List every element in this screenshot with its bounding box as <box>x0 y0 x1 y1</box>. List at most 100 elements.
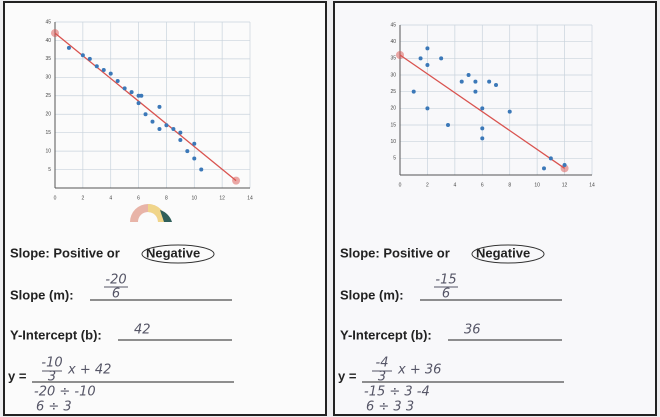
slope-den: 6 <box>112 287 120 302</box>
trend-line <box>54 32 237 182</box>
point <box>129 90 134 95</box>
x-tick-label: 14 <box>589 182 595 188</box>
point <box>157 104 162 109</box>
x-tick-label: 10 <box>534 182 540 188</box>
point <box>542 166 546 171</box>
x-tick-label: 2 <box>426 182 429 188</box>
y-tick-label: 30 <box>45 75 51 81</box>
y-tick-label: 15 <box>390 122 396 128</box>
panel-border <box>3 1 327 416</box>
y-tick-label: 40 <box>390 39 396 45</box>
y-tick-label: 45 <box>45 19 51 25</box>
y-tick-label: 5 <box>393 156 396 162</box>
x-tick-label: 6 <box>137 195 140 201</box>
point <box>480 106 485 111</box>
y-tick-label: 35 <box>45 56 51 62</box>
equation-label: y = <box>338 368 357 383</box>
x-tick-label: 8 <box>165 195 168 201</box>
x-tick-label: 10 <box>192 195 198 201</box>
point <box>101 67 106 72</box>
point <box>439 56 444 61</box>
point <box>425 46 430 51</box>
y-tick-label: 35 <box>390 56 396 62</box>
point <box>466 73 471 77</box>
point <box>143 112 148 117</box>
work-top: -15 ÷ 3 -4 <box>364 385 430 400</box>
point <box>122 86 127 91</box>
slope-label: Slope (m): <box>340 287 404 302</box>
line-endpoint <box>396 51 404 59</box>
intercept-value: 36 <box>464 323 481 338</box>
point <box>136 101 141 106</box>
x-tick-label: 14 <box>247 195 253 201</box>
x-tick-label: 12 <box>562 182 568 188</box>
y-tick-label: 5 <box>48 167 51 173</box>
x-tick-label: 4 <box>453 182 456 188</box>
point <box>136 93 141 98</box>
point <box>87 56 92 61</box>
y-tick-label: 10 <box>45 148 51 154</box>
point <box>487 79 492 84</box>
point <box>425 106 430 111</box>
intercept-label: Y-Intercept (b): <box>10 327 102 342</box>
eq-rest: x + 42 <box>67 363 111 378</box>
point <box>178 138 183 143</box>
slope-choice: Negative <box>476 245 530 260</box>
point <box>115 79 120 84</box>
slope-den: 6 <box>442 287 450 302</box>
eq-den: 3 <box>378 370 386 385</box>
x-tick-label: 0 <box>54 195 57 201</box>
x-tick-label: 4 <box>109 195 112 201</box>
slope-question: Slope: Positive or <box>10 245 120 260</box>
work-top: -20 ÷ -10 <box>34 385 96 400</box>
intercept-value: 42 <box>134 323 151 338</box>
x-tick-label: 6 <box>481 182 484 188</box>
slope-question: Slope: Positive or <box>340 245 450 260</box>
work-bottom: 6 ÷ 3 3 <box>366 400 414 415</box>
y-tick-label: 25 <box>45 93 51 99</box>
point <box>548 156 553 161</box>
line-endpoint <box>232 176 241 185</box>
point <box>418 56 423 61</box>
point <box>171 126 176 131</box>
x-tick-label: 0 <box>399 182 402 188</box>
trend-line <box>399 54 565 169</box>
y-tick-label: 20 <box>390 106 396 112</box>
eq-rest: x + 36 <box>397 363 441 378</box>
point <box>178 130 183 135</box>
choice-circle <box>141 244 215 264</box>
y-tick-label: 20 <box>45 112 51 118</box>
y-tick-label: 10 <box>390 139 396 145</box>
point <box>446 123 450 127</box>
x-tick-label: 12 <box>219 195 225 201</box>
x-tick-label: 8 <box>508 182 511 188</box>
y-tick-label: 30 <box>390 72 396 78</box>
work-bottom: 6 ÷ 3 <box>36 400 72 415</box>
slope-choice: Negative <box>146 245 200 260</box>
y-tick-label: 40 <box>45 38 51 44</box>
point <box>164 123 169 128</box>
point <box>192 141 197 146</box>
y-tick-label: 45 <box>390 22 396 28</box>
point <box>192 156 197 161</box>
point <box>199 167 204 172</box>
eq-den: 3 <box>48 370 56 385</box>
point <box>94 64 99 69</box>
intercept-label: Y-Intercept (b): <box>340 327 432 342</box>
point <box>185 149 190 154</box>
point <box>139 93 144 98</box>
slope-label: Slope (m): <box>10 287 74 302</box>
panel-border <box>333 1 657 416</box>
y-tick-label: 25 <box>390 89 396 95</box>
equation-label: y = <box>8 368 27 383</box>
point <box>480 136 485 141</box>
gauge-icon <box>130 204 172 222</box>
point <box>411 89 416 94</box>
point <box>494 83 498 87</box>
point <box>473 79 478 84</box>
line-endpoint <box>51 29 59 38</box>
point <box>66 45 71 50</box>
point <box>150 119 155 124</box>
